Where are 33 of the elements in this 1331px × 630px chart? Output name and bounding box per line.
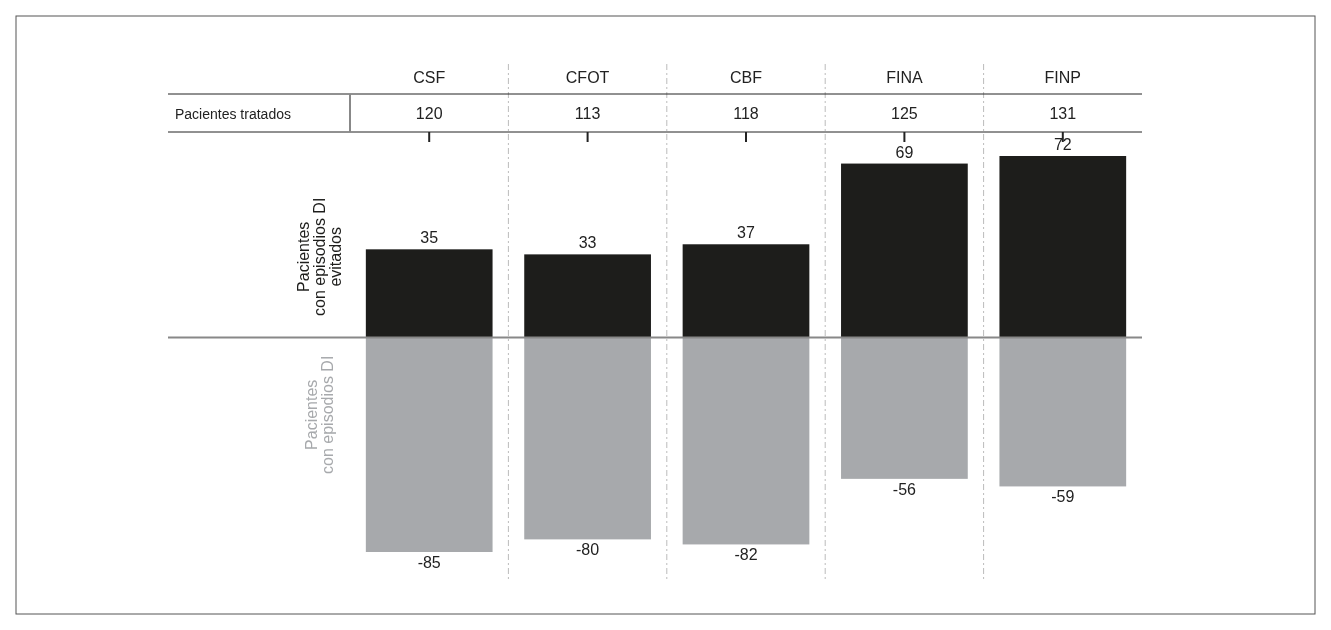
x-tick-label: CSF: [413, 69, 446, 86]
annotation: 125: [891, 105, 918, 122]
data-label: 37: [737, 224, 755, 242]
annotation: 118: [733, 105, 759, 122]
bar: [365, 249, 493, 338]
annotation: 113: [574, 105, 601, 122]
bar: [365, 337, 493, 552]
data-label: -82: [734, 546, 758, 564]
data-label: 33: [578, 234, 597, 252]
x-tick-label: FINA: [886, 69, 923, 86]
bar: [841, 163, 968, 338]
x-tick-label: CFOT: [565, 69, 610, 86]
text: Pacientes tratados: [175, 106, 291, 122]
annotation: 120: [415, 105, 443, 122]
bar: [524, 254, 651, 338]
text: Pacientes con episodios DI evitados: [295, 197, 344, 316]
bar: [999, 337, 1127, 487]
bar: [682, 337, 810, 545]
data-label: 69: [895, 143, 914, 161]
data-label: 72: [1053, 136, 1072, 153]
bar: [682, 244, 810, 338]
data-label: -59: [1051, 488, 1075, 506]
bar: [999, 156, 1127, 338]
data-label: -56: [892, 480, 917, 498]
data-label: 35: [420, 229, 439, 247]
text: Pacientes con episodios DI: [303, 355, 336, 474]
x-tick-label: FINP: [1044, 69, 1082, 86]
bar: [524, 337, 651, 540]
data-label: -80: [576, 541, 600, 559]
x-tick-label: CBF: [730, 69, 763, 86]
annotation: 131: [1049, 105, 1077, 122]
bar: [841, 337, 968, 479]
data-label: -85: [417, 554, 441, 571]
